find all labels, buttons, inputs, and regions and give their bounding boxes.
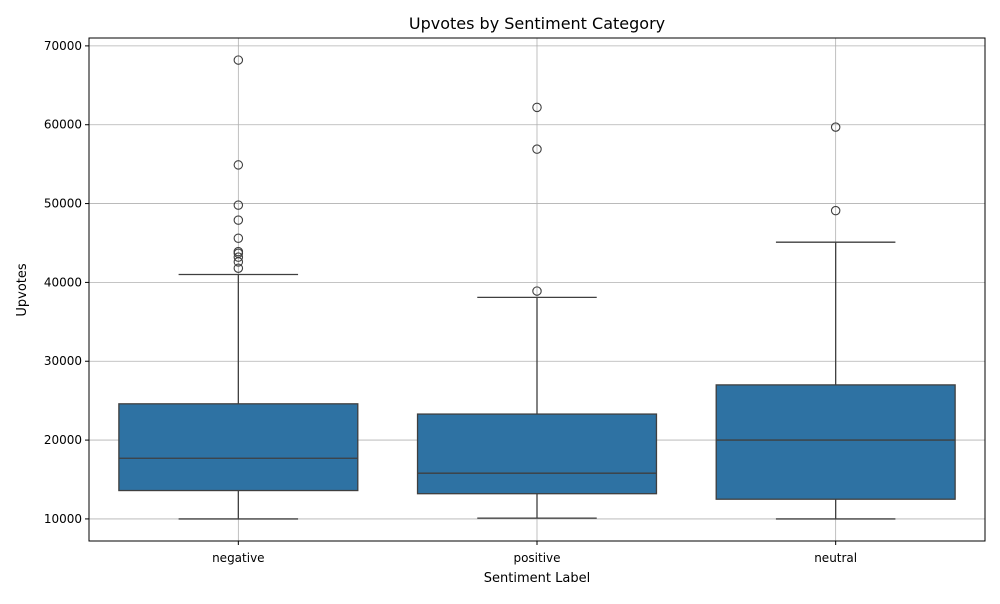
outlier-point [233,252,244,262]
box-series [118,55,956,520]
plot-area-frame [88,37,986,542]
box-group-negative [118,55,359,520]
outlier-point [233,160,244,170]
y-axis-label: Upvotes [15,263,30,317]
outlier-point [233,200,244,210]
outlier-point [233,55,244,65]
outlier-point [532,286,542,296]
x-tick-label-negative: negative [212,551,264,565]
y-tick-label: 60000 [44,118,82,132]
y-tick-label: 20000 [44,433,82,447]
iqr-box [416,413,658,495]
outlier-point [233,233,244,244]
outlier-point [532,144,542,154]
box-group-positive [416,102,658,519]
outlier-point [830,205,841,216]
outlier-point [233,246,244,257]
y-tick-label: 30000 [44,354,82,368]
x-axis-label: Sentiment Label [484,571,590,586]
box-group-neutral [715,122,956,520]
outlier-point [233,215,244,225]
y-tick-label: 70000 [44,39,82,53]
iqr-box [118,403,359,492]
outlier-point [830,122,841,132]
outlier-point [532,102,542,113]
outlier-point [233,263,244,273]
chart-title: Upvotes by Sentiment Category [409,14,665,33]
x-tick-label-positive: positive [513,551,560,565]
iqr-box [715,384,956,500]
axis-ticks: 10000 20000 30000 40000 50000 60000 70000 negat… [44,39,857,565]
x-tick-label-neutral: neutral [814,551,857,565]
y-tick-label: 50000 [44,197,82,211]
y-tick-label: 40000 [44,275,82,289]
y-tick-label: 10000 [44,512,82,526]
